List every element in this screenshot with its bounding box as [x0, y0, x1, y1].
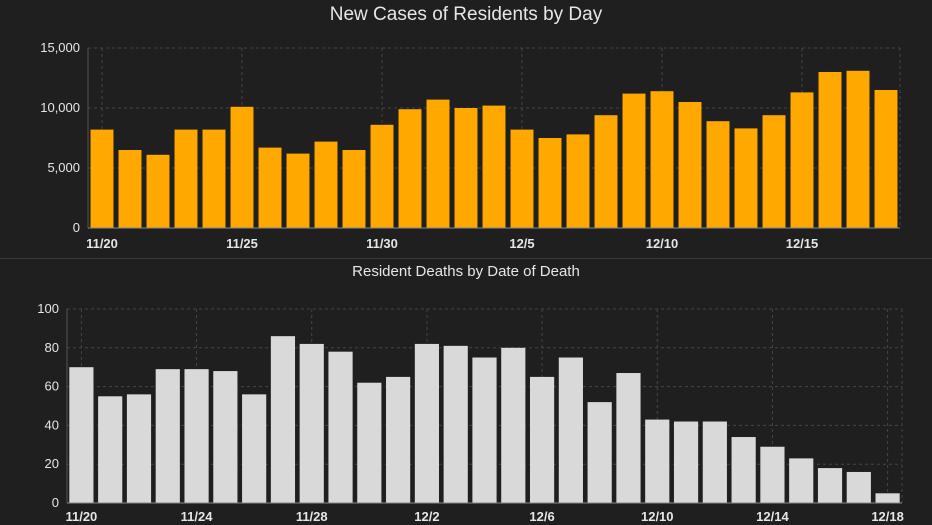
cases-bar — [398, 109, 422, 228]
cases-bar — [286, 153, 310, 228]
deaths-bar — [702, 421, 727, 503]
deaths-bar — [587, 402, 612, 503]
deaths-bar — [558, 357, 583, 503]
cases-bar — [510, 129, 534, 228]
cases-x-tick-label: 11/20 — [86, 236, 118, 251]
cases-bar — [342, 150, 366, 228]
cases-x-tick-label: 11/25 — [226, 236, 258, 251]
deaths-bar — [817, 468, 843, 503]
deaths-y-tick-label: 60 — [45, 379, 59, 394]
deaths-bar — [789, 458, 814, 503]
deaths-y-tick-label: 20 — [45, 456, 59, 471]
deaths-x-tick-label: 11/20 — [65, 509, 97, 524]
cases-y-tick-label: 10,000 — [40, 100, 80, 115]
cases-bar — [90, 129, 114, 228]
cases-bar — [370, 124, 394, 228]
cases-bar — [594, 115, 618, 228]
cases-bar-chart: 0 5,000 10,000 15,000 11/20 11/25 11/30 12/5 12/… — [40, 40, 901, 251]
deaths-bar — [328, 351, 353, 503]
deaths-bar — [357, 382, 382, 503]
deaths-bar — [155, 369, 180, 503]
cases-bar — [202, 129, 226, 228]
cases-bar — [846, 70, 870, 228]
cases-chart-panel: New Cases of Residents by Day 0 5,000 10,0… — [0, 0, 932, 258]
cases-bar — [706, 121, 730, 228]
deaths-bar — [645, 419, 670, 503]
deaths-x-tick-label: 12/18 — [871, 509, 904, 524]
deaths-bar — [529, 376, 555, 503]
cases-bar — [482, 105, 506, 228]
deaths-bar — [386, 376, 411, 503]
deaths-y-tick-label: 0 — [52, 495, 59, 510]
cases-bar — [678, 102, 702, 228]
chart-title-deaths: Resident Deaths by Date of Death — [352, 263, 580, 280]
deaths-bar — [69, 367, 94, 503]
cases-bar — [762, 115, 786, 228]
cases-x-tick-label: 12/5 — [509, 236, 534, 251]
deaths-bar — [760, 446, 785, 503]
deaths-bar — [443, 345, 468, 503]
cases-x-tick-label: 12/10 — [646, 236, 679, 251]
cases-bar — [314, 141, 338, 228]
cases-bar — [650, 91, 674, 228]
deaths-bar — [846, 471, 871, 503]
deaths-bar — [213, 371, 238, 503]
cases-bar — [790, 92, 814, 229]
deaths-bar — [414, 343, 440, 503]
deaths-x-tick-label: 12/6 — [529, 509, 554, 524]
deaths-bar — [299, 343, 324, 503]
cases-x-tick-label: 12/15 — [786, 236, 819, 251]
deaths-bar-chart: 0 20 40 60 80 100 11/20 11/24 11/28 12/2 12/6 12/10… — [37, 301, 904, 524]
deaths-bar — [98, 396, 123, 503]
deaths-bar — [472, 357, 497, 503]
deaths-bar — [126, 394, 152, 503]
cases-bar — [118, 150, 142, 228]
cases-x-tick-label: 11/30 — [366, 236, 398, 251]
cases-bar — [818, 72, 842, 228]
cases-bar — [230, 106, 254, 228]
deaths-bar — [270, 336, 296, 503]
deaths-bar — [731, 437, 756, 503]
deaths-y-tick-label: 80 — [45, 340, 59, 355]
deaths-bar — [242, 394, 267, 503]
deaths-x-tick-label: 12/2 — [414, 509, 439, 524]
cases-bar — [454, 108, 478, 228]
cases-bar — [622, 93, 646, 228]
deaths-bar — [184, 369, 209, 503]
deaths-bar — [875, 493, 900, 503]
cases-y-tick-label: 15,000 — [40, 40, 80, 55]
deaths-y-tick-label: 100 — [37, 301, 59, 316]
deaths-x-tick-label: 11/28 — [296, 509, 328, 524]
deaths-bar — [616, 373, 641, 503]
cases-bar — [174, 129, 198, 228]
cases-bar — [538, 138, 562, 228]
cases-bar — [258, 147, 282, 228]
chart-title-cases: New Cases of Residents by Day — [329, 4, 603, 25]
cases-y-tick-label: 0 — [73, 220, 80, 235]
cases-bar — [426, 99, 450, 228]
cases-bar — [566, 134, 590, 228]
cases-bar — [146, 154, 170, 228]
cases-bar — [874, 90, 898, 228]
cases-bar — [734, 128, 758, 228]
deaths-x-tick-label: 11/24 — [181, 509, 214, 524]
cases-y-tick-label: 5,000 — [47, 160, 80, 175]
deaths-x-tick-label: 12/14 — [756, 509, 789, 524]
deaths-bar — [673, 421, 699, 503]
deaths-x-tick-label: 12/10 — [641, 509, 674, 524]
deaths-bar — [501, 347, 526, 503]
deaths-chart-panel: Resident Deaths by Date of Death 0 20 40 60… — [0, 258, 932, 525]
deaths-y-tick-label: 40 — [45, 417, 59, 432]
